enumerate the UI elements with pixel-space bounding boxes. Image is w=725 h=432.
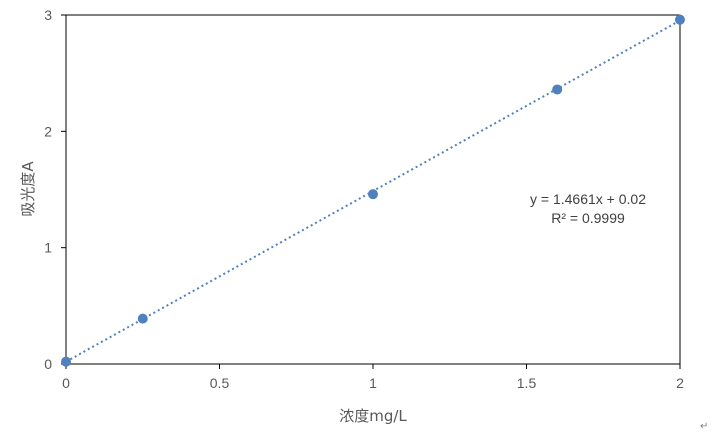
x-axis-title: 浓度mg/L bbox=[339, 407, 407, 425]
y-tick-label: 0 bbox=[44, 356, 52, 372]
data-point bbox=[137, 313, 148, 324]
x-tick-label: 0.5 bbox=[210, 375, 230, 391]
x-tick-label: 0 bbox=[62, 375, 70, 391]
x-tick-label: 2 bbox=[676, 375, 684, 391]
data-point bbox=[368, 189, 378, 200]
paragraph-return-mark: ↵ bbox=[700, 421, 708, 432]
trendline-r-squared: R² = 0.9999 bbox=[551, 210, 625, 226]
x-tick-label: 1.5 bbox=[517, 375, 537, 391]
y-tick-label: 1 bbox=[44, 240, 52, 256]
data-point bbox=[552, 84, 563, 95]
x-tick-label: 1 bbox=[369, 375, 377, 391]
y-axis-title: 吸光度A bbox=[19, 161, 37, 217]
data-point bbox=[675, 14, 685, 25]
ticks-layer: 0 0.5 1 1.5 2 0 1 2 3 bbox=[44, 7, 684, 391]
y-tick-label: 3 bbox=[44, 7, 52, 23]
y-tick-label: 2 bbox=[44, 123, 52, 139]
trendline-equation: y = 1.4661x + 0.02 bbox=[530, 191, 646, 207]
data-point bbox=[61, 356, 71, 367]
data-points-layer bbox=[61, 14, 685, 367]
